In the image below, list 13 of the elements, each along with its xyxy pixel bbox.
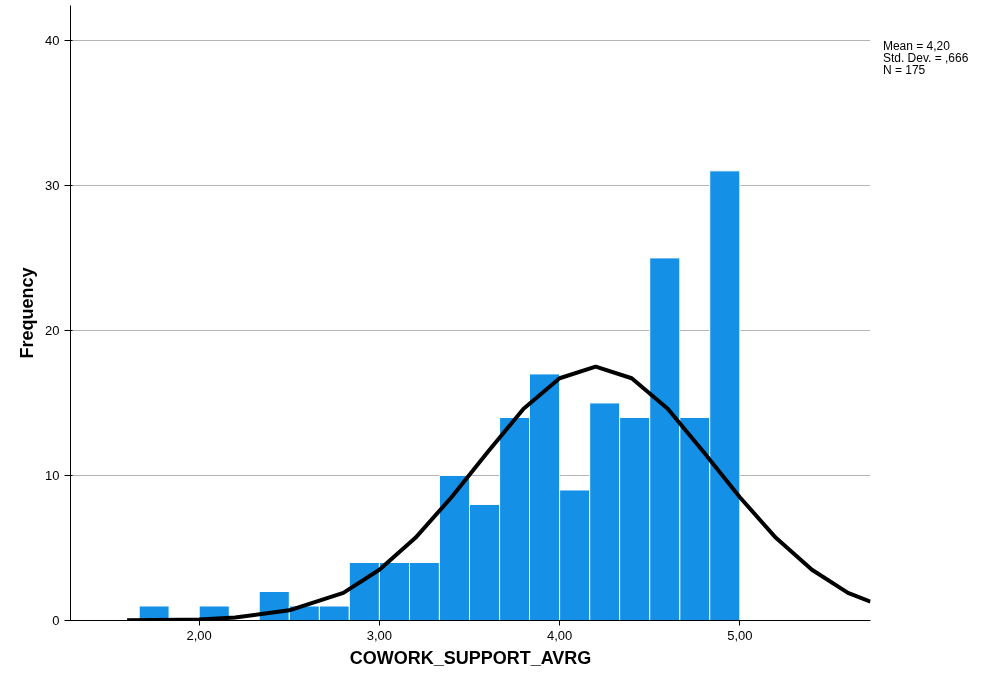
y-tick-label: 20 [45, 322, 60, 338]
y-tick-label: 0 [52, 613, 60, 628]
y-tick-label: 30 [45, 177, 60, 193]
x-tick-label: 5,00 [727, 627, 753, 643]
y-axis-title: Frequency [17, 267, 38, 359]
text: Mean = 4,20 [882, 39, 951, 54]
y-tick-label: 40 [45, 32, 60, 48]
text: N = 175 [882, 62, 926, 77]
x-axis-title: COWORK_SUPPORT_AVRG [349, 647, 592, 668]
x-tick-label: 2,00 [186, 627, 212, 643]
x-tick-label: 4,00 [546, 627, 573, 643]
y-tick-label: 10 [45, 467, 60, 483]
x-tick-label: 3,00 [366, 627, 393, 643]
